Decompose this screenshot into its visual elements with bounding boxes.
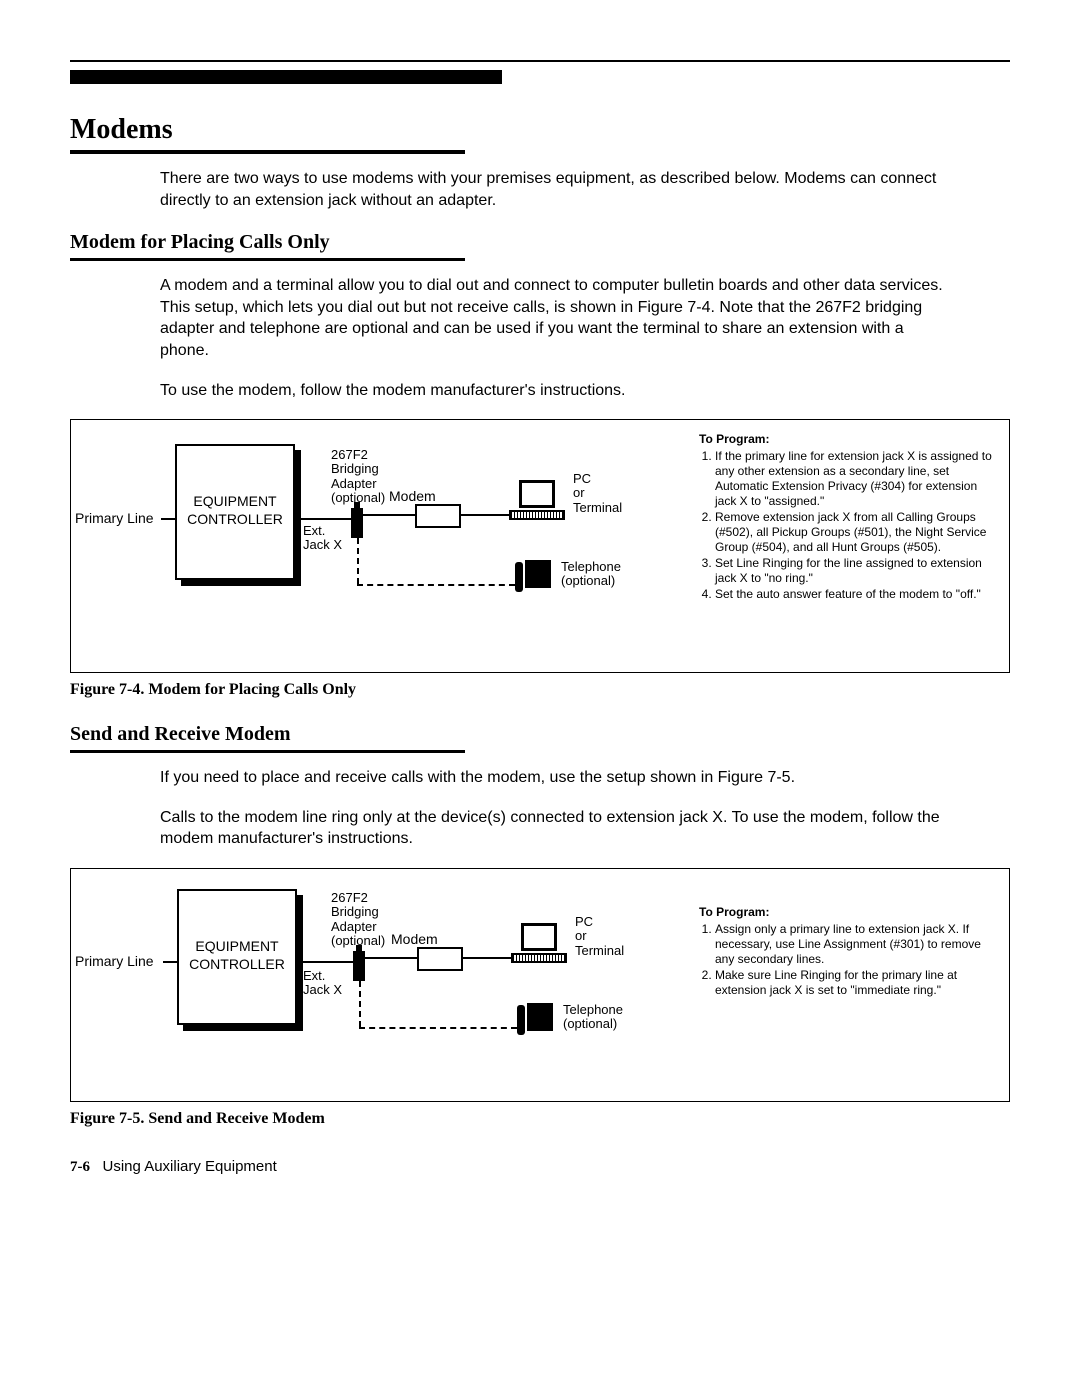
section2-rule <box>70 750 465 753</box>
section2-para2: Calls to the modem line ring only at the… <box>160 807 950 850</box>
program1-item: Set Line Ringing for the line assigned t… <box>715 556 999 586</box>
pc-l3: Terminal <box>573 500 622 515</box>
dash-line <box>359 1027 517 1029</box>
line <box>163 961 177 963</box>
section1-rule <box>70 258 465 261</box>
pc-l1: PC <box>573 471 591 486</box>
section1-para1: A modem and a terminal allow you to dial… <box>160 275 950 361</box>
line <box>365 957 417 959</box>
pc-keyboard-icon <box>511 953 567 963</box>
ext-l1: Ext. <box>303 523 325 538</box>
pc-l2: or <box>573 485 585 500</box>
modem-icon <box>415 504 461 528</box>
pc-monitor-icon <box>519 480 555 508</box>
section1-para2: To use the modem, follow the modem manuf… <box>160 380 950 402</box>
line <box>161 518 175 520</box>
phone-l1: Telephone <box>561 559 621 574</box>
page: Modems There are two ways to use modems … <box>0 0 1080 1216</box>
pc-monitor-icon <box>521 923 557 951</box>
ext-l1: Ext. <box>303 968 325 983</box>
section2-para1: If you need to place and receive calls w… <box>160 767 950 789</box>
to-program-title: To Program: <box>699 905 999 920</box>
phone-l2: (optional) <box>563 1016 617 1031</box>
pc-l3: Terminal <box>575 943 624 958</box>
phone-label: Telephone (optional) <box>561 560 621 589</box>
equipment-controller: EQUIPMENT CONTROLLER <box>177 889 297 1025</box>
figure1-caption: Figure 7-4. Modem for Placing Calls Only <box>70 681 1010 699</box>
phone-body-icon <box>527 1003 553 1031</box>
adapter-l2: Bridging <box>331 904 379 919</box>
line <box>459 514 515 516</box>
ext-jack-label: Ext. Jack X <box>303 524 342 553</box>
pc-label: PC or Terminal <box>573 472 622 515</box>
phone-handset-icon <box>515 562 523 592</box>
program2-list: Assign only a primary line to extension … <box>699 922 999 998</box>
adapter-l3: Adapter <box>331 476 377 491</box>
phone-label: Telephone (optional) <box>563 1003 623 1032</box>
controller-l2: CONTROLLER <box>187 511 283 527</box>
pc-label: PC or Terminal <box>575 915 624 958</box>
adapter-icon <box>351 508 363 538</box>
ext-l2: Jack X <box>303 982 342 997</box>
modem-label: Modem <box>389 488 436 504</box>
ext-jack-label: Ext. Jack X <box>303 969 342 998</box>
h1-rule <box>70 150 465 154</box>
figure2-caption: Figure 7-5. Send and Receive Modem <box>70 1110 1010 1128</box>
line <box>363 514 415 516</box>
line <box>295 518 351 520</box>
dash-line <box>357 584 515 586</box>
program1-item: Set the auto answer feature of the modem… <box>715 587 999 602</box>
phone-handset-icon <box>517 1005 525 1035</box>
adapter-icon <box>353 951 365 981</box>
line <box>297 961 353 963</box>
phone-body-icon <box>525 560 551 588</box>
pc-l1: PC <box>575 914 593 929</box>
page-number: 7-6 <box>70 1159 90 1175</box>
program2-item: Assign only a primary line to extension … <box>715 922 999 967</box>
intro-text: There are two ways to use modems with yo… <box>160 168 950 211</box>
figure-7-5: Primary Line EQUIPMENT CONTROLLER Ext. J… <box>70 868 1010 1102</box>
section1-heading: Modem for Placing Calls Only <box>70 231 1010 254</box>
adapter-label: 267F2 Bridging Adapter (optional) <box>331 448 385 505</box>
phone-l1: Telephone <box>563 1002 623 1017</box>
program2-item: Make sure Line Ringing for the primary l… <box>715 968 999 998</box>
dash-line <box>359 981 361 1027</box>
section2-heading: Send and Receive Modem <box>70 723 1010 746</box>
program1-list: If the primary line for extension jack X… <box>699 449 999 602</box>
controller-l1: EQUIPMENT <box>195 938 278 954</box>
adapter-l3: Adapter <box>331 919 377 934</box>
page-title: Modems <box>70 114 1010 146</box>
modem-icon <box>417 947 463 971</box>
adapter-label: 267F2 Bridging Adapter (optional) <box>331 891 385 948</box>
pc-keyboard-icon <box>509 510 565 520</box>
equipment-controller: EQUIPMENT CONTROLLER <box>175 444 295 580</box>
page-footer: 7-6 Using Auxiliary Equipment <box>70 1158 1010 1176</box>
controller-l2: CONTROLLER <box>189 956 285 972</box>
ext-l2: Jack X <box>303 537 342 552</box>
footer-text: Using Auxiliary Equipment <box>103 1158 277 1175</box>
adapter-l2: Bridging <box>331 461 379 476</box>
program1-item: Remove extension jack X from all Calling… <box>715 510 999 555</box>
header-bar <box>70 70 502 84</box>
primary-line-label: Primary Line <box>75 953 154 969</box>
adapter-l1: 267F2 <box>331 447 368 462</box>
program1-item: If the primary line for extension jack X… <box>715 449 999 509</box>
controller-l1: EQUIPMENT <box>193 493 276 509</box>
top-rule <box>70 60 1010 62</box>
phone-l2: (optional) <box>561 573 615 588</box>
adapter-l1: 267F2 <box>331 890 368 905</box>
dash-line <box>357 538 359 584</box>
figure-7-4: Primary Line EQUIPMENT CONTROLLER Ext. J… <box>70 419 1010 673</box>
pc-l2: or <box>575 928 587 943</box>
to-program-title: To Program: <box>699 432 999 447</box>
line <box>461 957 517 959</box>
modem-label: Modem <box>391 931 438 947</box>
to-program-1: To Program: If the primary line for exte… <box>699 432 999 603</box>
primary-line-label: Primary Line <box>75 510 154 526</box>
to-program-2: To Program: Assign only a primary line t… <box>699 905 999 999</box>
